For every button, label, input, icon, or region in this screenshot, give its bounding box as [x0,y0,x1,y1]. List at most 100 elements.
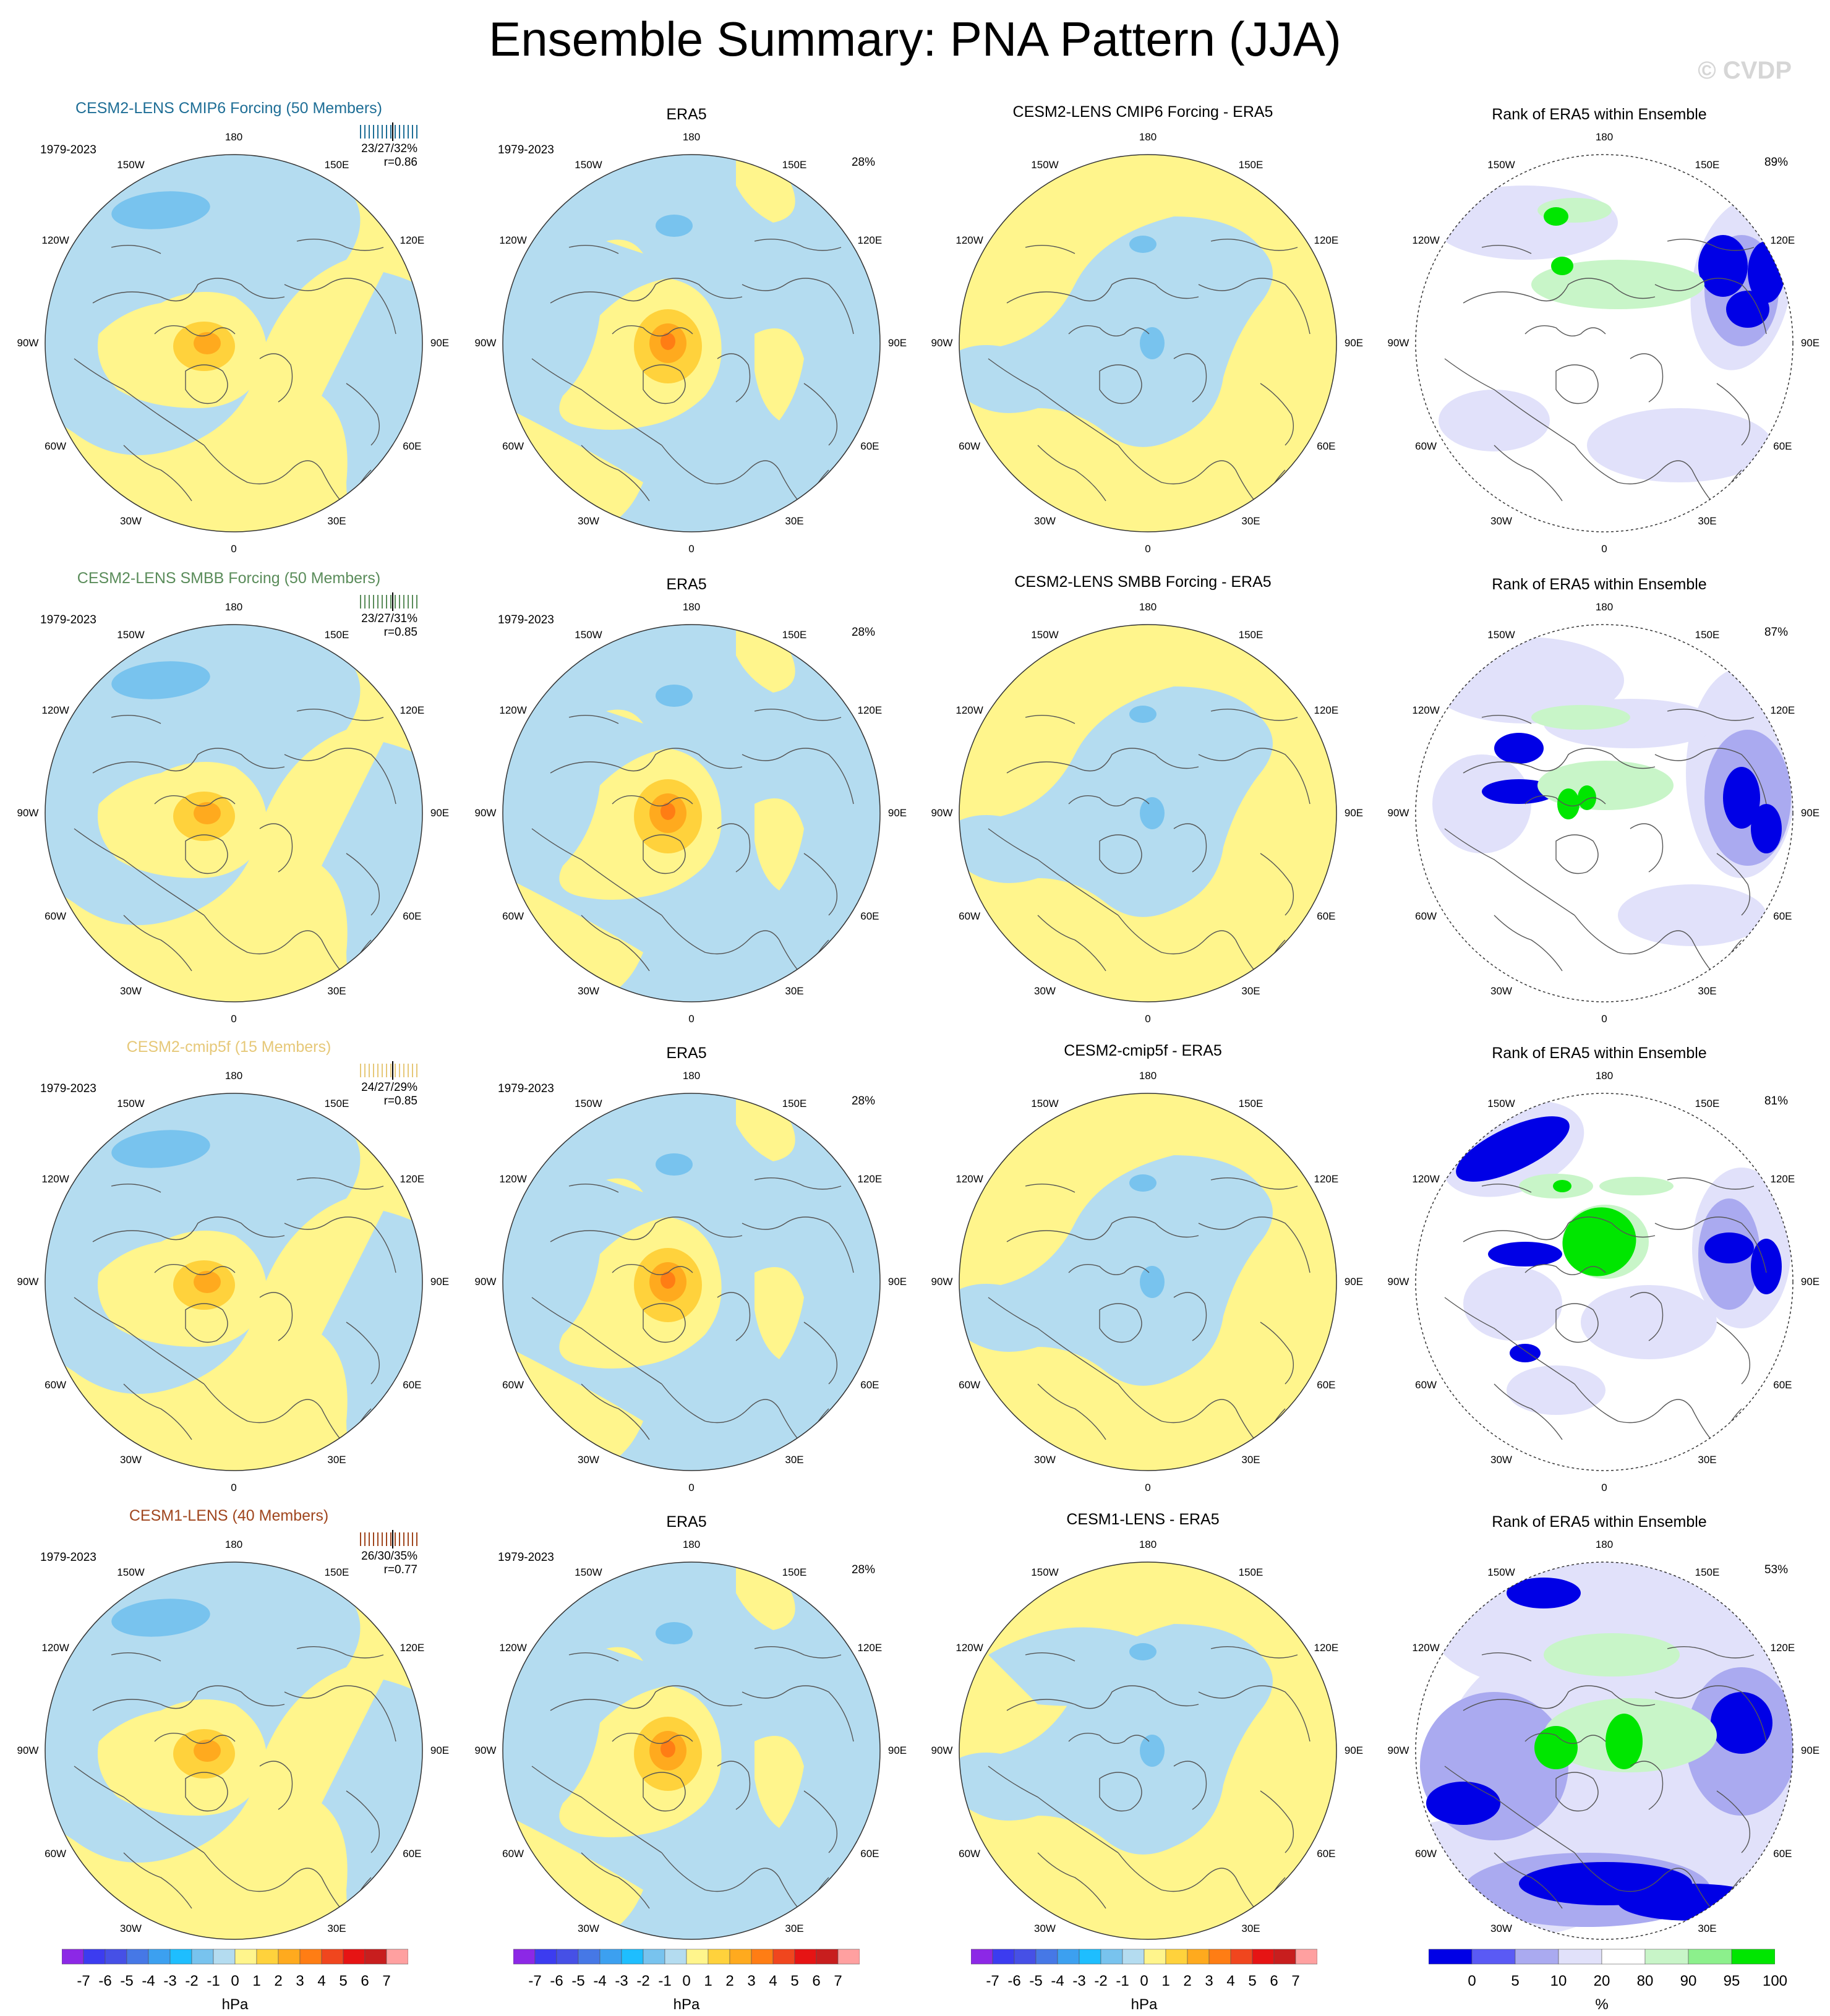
lon-label: 90W [474,1745,497,1756]
difference-title: CESM2-cmip5f - ERA5 [1064,1042,1222,1059]
lon-label: 30W [1034,515,1056,527]
rank-region [1587,408,1772,482]
colorbar-swatch [234,1949,257,1965]
difference-title: CESM2-LENS SMBB Forcing - ERA5 [1014,573,1272,591]
lon-label: 120E [857,234,883,246]
era5-title: ERA5 [666,576,707,593]
lon-label: 0 [1145,543,1151,555]
colorbar-tick-label: -5 [120,1973,134,1989]
stats-label: 24/27/29% [361,1081,417,1094]
model-title: CESM2-LENS CMIP6 Forcing (50 Members) [75,100,382,117]
coastline [1654,1216,1767,1273]
colorbar-swatch [1252,1949,1275,1965]
coastline [643,1772,686,1812]
colorbar-swatch [256,1949,279,1965]
panel-diff-row1: 180 150E 120E 90E 60E 30E 0 30W 60W 90W 120W 150W CE… [914,99,1372,581]
lon-label: 30W [1034,985,1056,997]
coastline [1006,1685,1199,1711]
coastline [1654,278,1767,335]
lon-label: 120W [499,704,527,716]
coastline [1025,715,1075,724]
rank-percent-label: 89% [1764,156,1788,169]
stats-label: 23/27/31% [361,612,417,625]
colorbar-tick-label: 20 [1593,1973,1610,1989]
colorbar-swatch [126,1949,149,1965]
lon-label: 30E [1698,1923,1717,1935]
lon-label: 120W [956,1641,983,1654]
lon-label: 120W [1412,234,1440,246]
lon-label: 30W [1034,1923,1056,1935]
coastline [988,1766,1119,1853]
rank-region [1494,733,1544,764]
coastline [1463,278,1656,304]
coastline [203,1383,322,1424]
panel-model-row1: 180 150E 120E 90E 60E 30E 0 30W 60W 90W 120W 150W CE… [0,99,458,581]
lon-label: 30E [1698,515,1717,527]
coastline [803,1790,837,1853]
colorbar-swatch [1144,1949,1166,1965]
coastline [1118,1383,1236,1424]
field-positive-strong [194,1740,221,1762]
lon-label: 60W [502,1847,524,1860]
lon-label: 60E [1773,1847,1792,1860]
coastline [550,1216,743,1242]
lon-label: 120W [499,1641,527,1654]
field-negative-strong [111,1130,210,1168]
coastline [296,1177,384,1190]
panel-rank-row2: 180 150E 120E 90E 60E 30E 0 30W 60W 90W 120W 150W Ra… [1370,569,1828,1051]
rank-region [1726,291,1769,328]
colorbar-tick-label: 2 [274,1973,283,1989]
field-negative-strong [1140,327,1165,359]
field-negative [959,1624,1273,1855]
lon-label: 30E [1241,985,1260,997]
colorbar-swatch [992,1949,1015,1965]
lon-label: 180 [1139,131,1157,143]
colorbar-tick-label: -6 [550,1973,563,1989]
colorbar-swatch [1035,1949,1058,1965]
field-positive [606,709,643,724]
rank-title: Rank of ERA5 within Ensemble [1492,576,1707,593]
coastline [1173,1292,1207,1341]
field-positive-strong [661,1271,675,1289]
rank-region [1551,257,1573,275]
coastline [1481,1652,1532,1662]
coastline [1524,1733,1606,1744]
lon-label: 150W [1031,158,1059,171]
lon-label: 90E [1800,1745,1820,1756]
rank-region [1439,390,1550,451]
lon-label: 90E [887,1276,907,1288]
colorbar-swatch [1471,1949,1516,1965]
lon-label: 120W [41,704,69,716]
lon-label: 120E [857,1641,883,1654]
lon-label: 90W [17,1745,39,1756]
coastline [1716,853,1750,916]
lon-label: 90W [931,337,953,349]
field-negative-strong [111,1599,210,1637]
coastline [1481,1184,1532,1193]
coastline [1210,709,1298,721]
lon-label: 150E [324,1566,349,1578]
colorbar-tick-label: -6 [1007,1973,1021,1989]
lon-label: 150W [1487,1566,1515,1578]
rank-region [1463,1266,1562,1341]
field-positive-strong [194,802,221,824]
coastline [111,1184,161,1193]
coastline [259,353,293,403]
panel-rank-row4: 180 150E 120E 90E 60E 30E 0 30W 60W 90W 120W 150W Ra… [1370,1506,1828,1989]
map-boundary [45,154,423,532]
rank-region [1618,1884,1766,1921]
coastline [154,1264,236,1275]
coastline [803,1322,837,1385]
variance-label: 28% [851,626,875,639]
map-boundary [1415,1093,1794,1471]
colorbar-swatch [599,1949,622,1965]
coastline [1667,239,1755,251]
map-boundary [959,624,1337,1002]
coastline [203,1852,322,1892]
lon-label: 150E [1695,158,1720,171]
period-label: 1979-2023 [498,143,554,156]
coastline [1210,239,1298,251]
coastline [1198,748,1311,805]
colorbar-tick-label: 2 [725,1973,734,1989]
variance-label: 28% [851,1563,875,1576]
